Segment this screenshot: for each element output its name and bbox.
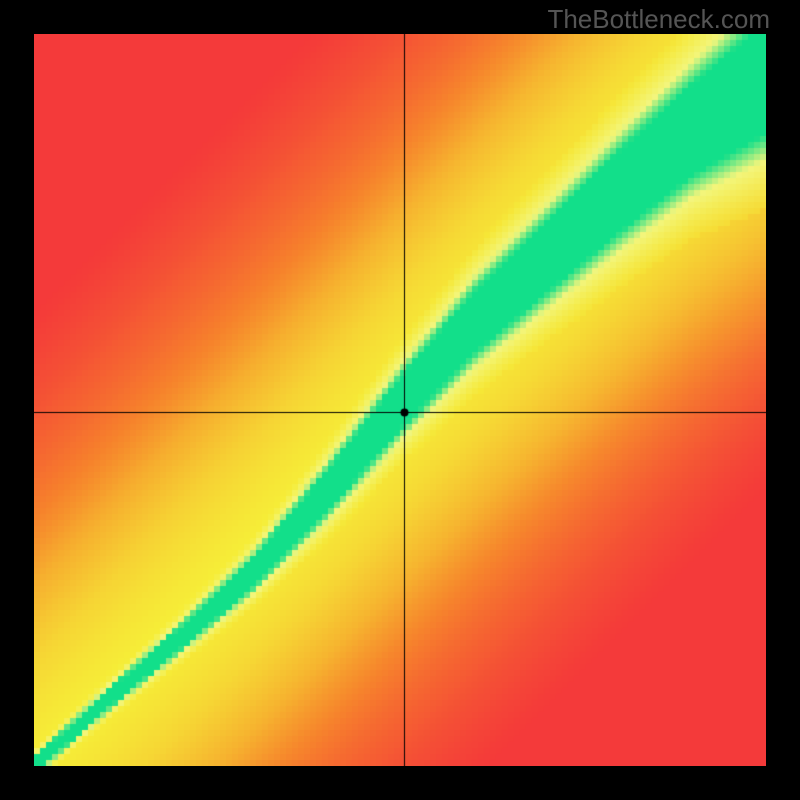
chart-root: TheBottleneck.com	[0, 0, 800, 800]
watermark-text: TheBottleneck.com	[547, 4, 770, 35]
bottleneck-heatmap	[34, 34, 766, 766]
